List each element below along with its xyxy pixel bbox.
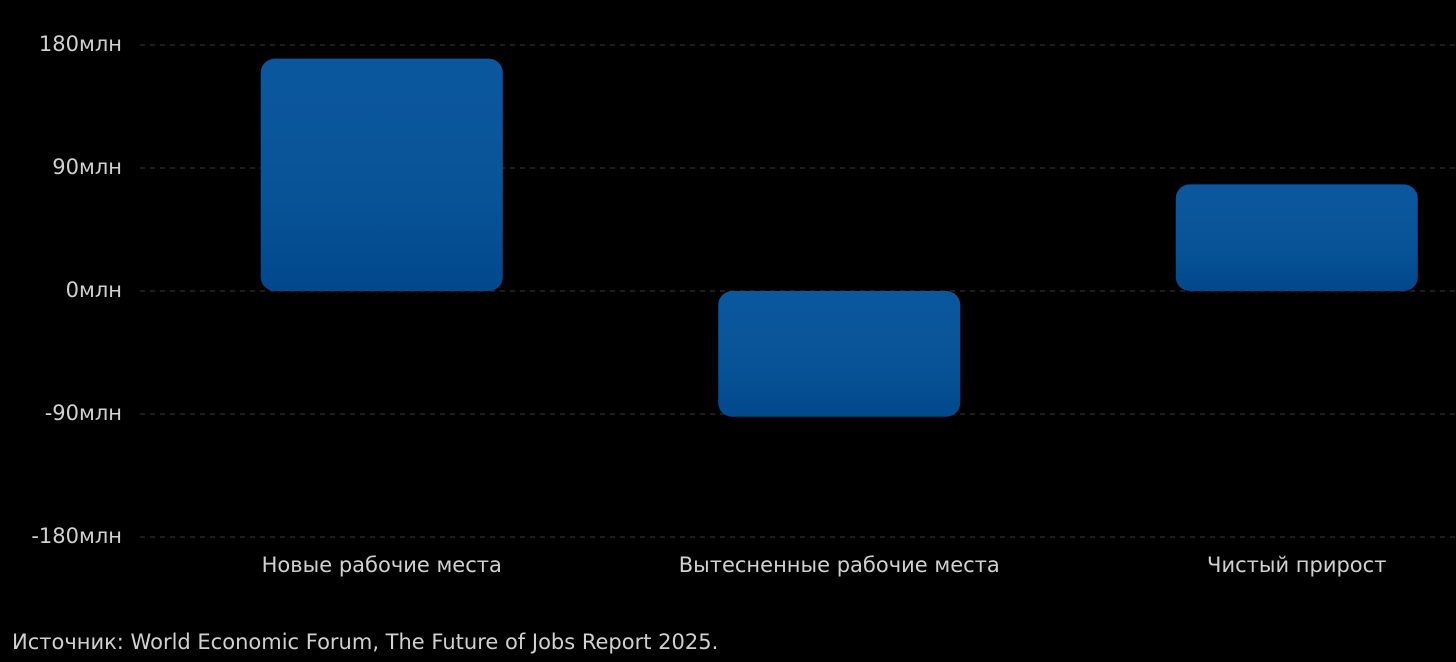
x-tick-label: Новые рабочие места xyxy=(262,553,502,577)
bar-shade xyxy=(260,58,503,291)
y-tick-label: 90млн xyxy=(52,155,122,179)
y-tick-label: 0млн xyxy=(66,278,122,302)
y-tick-label: 180млн xyxy=(39,32,122,56)
source-note: Источник: World Economic Forum, The Futu… xyxy=(12,630,718,654)
x-tick-label: Вытесненные рабочие места xyxy=(679,553,1000,577)
x-tick-label: Чистый прирост xyxy=(1207,553,1386,577)
bar-shade xyxy=(718,291,961,417)
y-tick-label: -90млн xyxy=(45,401,122,425)
bar-shade xyxy=(1175,184,1418,291)
y-tick-label: -180млн xyxy=(31,524,122,548)
